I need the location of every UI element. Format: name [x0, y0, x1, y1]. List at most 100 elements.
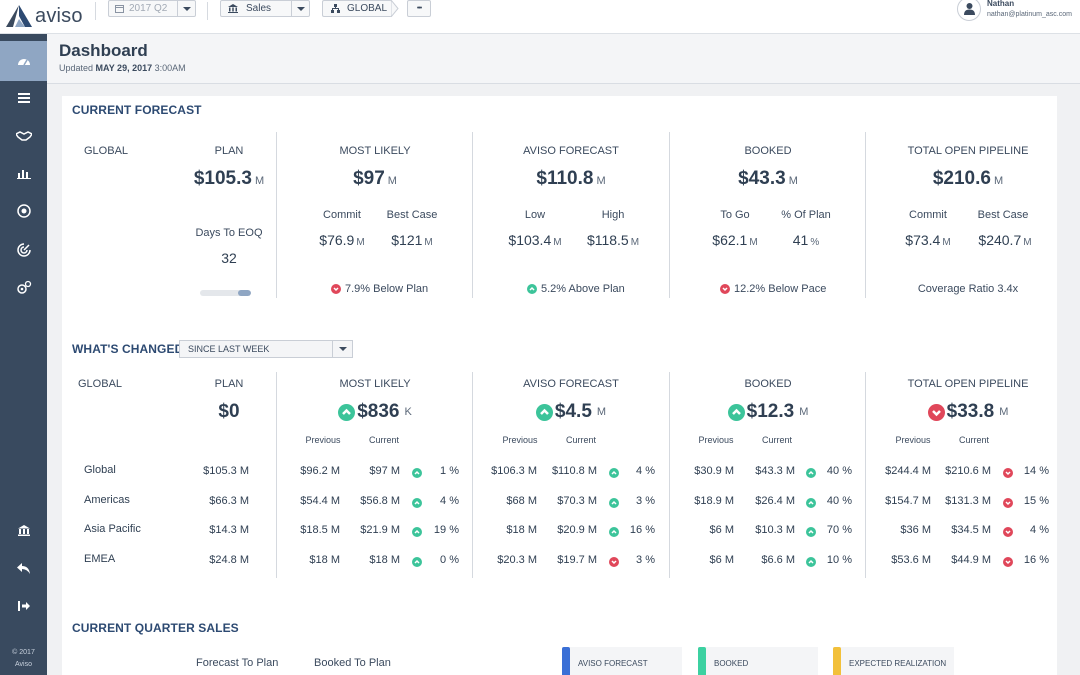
- plan-value: $105.3 M: [193, 168, 265, 189]
- legend-swatch: [562, 647, 570, 675]
- quarter-selector[interactable]: 2017 Q2: [108, 0, 196, 17]
- row-current-value: $26.4 M: [755, 495, 795, 507]
- sidebar-item-bank[interactable]: [0, 510, 47, 550]
- most-likely-label: MOST LIKELY: [339, 145, 411, 157]
- down-arrow-icon: [927, 403, 945, 421]
- radar-icon: [16, 243, 31, 257]
- chevron-down-icon: [182, 6, 191, 11]
- page-title: Dashboard: [59, 41, 148, 60]
- row-current-value: $18 M: [369, 554, 400, 566]
- sidebar-item-deals[interactable]: [0, 116, 47, 156]
- pipeline-best-case-label: Best Case: [977, 209, 1029, 221]
- most-likely-value: $97 M: [353, 168, 397, 189]
- down-arrow-icon: [720, 284, 730, 294]
- row-current-value: $20.9 M: [557, 524, 597, 536]
- row-current-value: $110.8 M: [551, 465, 597, 477]
- previous-header: Previous: [895, 435, 931, 445]
- row-name: Americas: [84, 494, 130, 506]
- aviso-forecast-vs-plan: 5.2% Above Plan: [527, 283, 625, 295]
- avatar[interactable]: [957, 0, 981, 21]
- sidebar-item-dashboard[interactable]: [0, 41, 47, 81]
- sidebar-item-settings[interactable]: [0, 268, 47, 308]
- forecast-to-plan-label: Forecast To Plan: [196, 657, 279, 669]
- period-dropdown-toggle[interactable]: [332, 341, 352, 357]
- down-arrow-icon: [1003, 498, 1013, 508]
- row-previous-value: $18.9 M: [694, 495, 734, 507]
- quarter-dropdown-toggle[interactable]: [177, 1, 195, 16]
- sales-selector[interactable]: Sales: [220, 0, 310, 17]
- best-case-label: Best Case: [386, 209, 438, 221]
- calendar-icon: [115, 5, 124, 13]
- user-name[interactable]: Nathan: [987, 0, 1015, 8]
- previous-header: Previous: [305, 435, 341, 445]
- changes-plan-label: PLAN: [214, 378, 244, 390]
- sidebar-item-logout[interactable]: [0, 586, 47, 626]
- most-likely-vs-plan: 7.9% Below Plan: [331, 283, 428, 295]
- divider: [865, 132, 866, 298]
- pipeline-best-case-value: $240.7 M: [978, 232, 1032, 248]
- row-current-value: $56.8 M: [360, 495, 400, 507]
- row-change-pct: 16 %: [629, 524, 655, 536]
- row-change-pct: 4 %: [1030, 524, 1049, 536]
- row-current-value: $97 M: [369, 465, 400, 477]
- user-email: nathan@platinum_asc.com: [987, 11, 1072, 18]
- legend-expected-realization: EXPECTED REALIZATION: [833, 647, 954, 675]
- high-label: High: [601, 209, 625, 221]
- sidebar-item-radar[interactable]: [0, 230, 47, 270]
- aviso-forecast-value: $110.8 M: [536, 168, 606, 189]
- period-selector[interactable]: SINCE LAST WEEK: [179, 340, 353, 358]
- changes-aviso-forecast-label: AVISO FORECAST: [523, 378, 619, 390]
- updated-date: MAY 29, 2017: [95, 63, 153, 73]
- current-header: Current: [958, 435, 989, 445]
- list-icon: [17, 93, 30, 103]
- up-arrow-icon: [806, 468, 816, 478]
- more-button[interactable]: •••: [407, 0, 431, 17]
- row-previous-value: $18.5 M: [300, 524, 340, 536]
- divider: [207, 2, 208, 20]
- row-plan: $14.3 M: [209, 524, 249, 536]
- divider: [865, 372, 866, 578]
- days-to-eoq-label: Days To EOQ: [195, 227, 263, 239]
- legend-swatch: [833, 647, 841, 675]
- divider: [276, 372, 277, 578]
- high-value: $118.5 M: [586, 232, 640, 248]
- bar-chart-icon: [16, 170, 31, 179]
- sales-dropdown-toggle[interactable]: [291, 1, 309, 16]
- booked-label: BOOKED: [744, 145, 792, 157]
- row-change-pct: 3 %: [636, 554, 655, 566]
- aviso-logo-icon: [6, 5, 32, 27]
- current-header: Current: [761, 435, 792, 445]
- booked-vs-pace: 12.2% Below Pace: [720, 283, 826, 295]
- sidebar-item-reports[interactable]: [0, 191, 47, 231]
- plan-label: PLAN: [214, 145, 244, 157]
- handshake-icon: [15, 131, 32, 141]
- sidebar-item-list[interactable]: [0, 78, 47, 118]
- row-plan: $24.8 M: [209, 554, 249, 566]
- row-current-value: $34.5 M: [951, 524, 991, 536]
- row-current-value: $44.9 M: [951, 554, 991, 566]
- commit-label: Commit: [323, 209, 361, 221]
- current-header: Current: [368, 435, 399, 445]
- aviso-forecast-label: AVISO FORECAST: [523, 145, 619, 157]
- sidebar-footer: © 2017 Aviso: [0, 647, 47, 671]
- up-arrow-icon: [535, 403, 553, 421]
- up-arrow-icon: [727, 403, 745, 421]
- quarter-value: 2017 Q2: [129, 3, 168, 14]
- legend-swatch: [698, 647, 706, 675]
- region-breadcrumb[interactable]: GLOBAL: [322, 0, 392, 17]
- sidebar-item-analytics[interactable]: [0, 153, 47, 193]
- settings-icon: [16, 280, 31, 294]
- forecast-scope: GLOBAL: [84, 145, 129, 157]
- down-arrow-icon: [1003, 468, 1013, 478]
- changes-most-likely-value: $836 K: [277, 401, 473, 423]
- up-arrow-icon: [412, 557, 422, 567]
- row-current-value: $21.9 M: [360, 524, 400, 536]
- chevron-down-icon: [338, 347, 347, 351]
- logo[interactable]: aviso: [6, 2, 83, 30]
- up-arrow-icon: [338, 403, 356, 421]
- best-case-value: $121 M: [391, 232, 433, 248]
- sidebar-item-back[interactable]: [0, 548, 47, 588]
- reply-icon: [17, 562, 30, 574]
- pipeline-value: $210.6 M: [932, 168, 1004, 189]
- up-arrow-icon: [609, 468, 619, 478]
